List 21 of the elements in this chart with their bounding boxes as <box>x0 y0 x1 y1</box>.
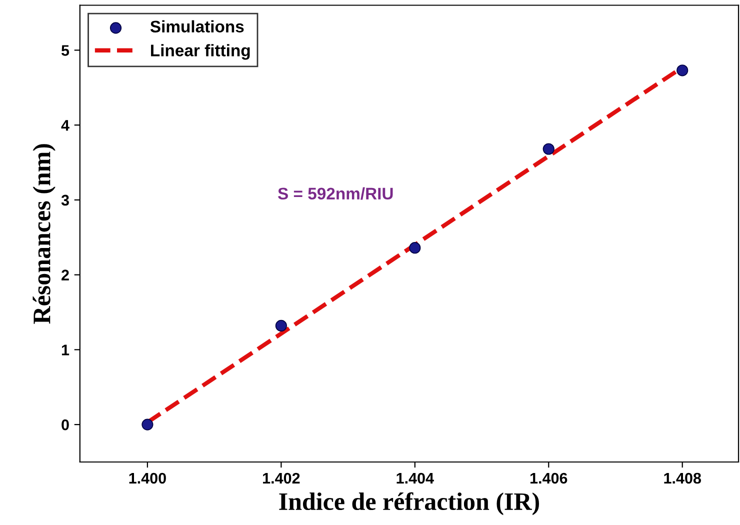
point <box>409 242 421 254</box>
legend-label: Linear fitting <box>151 44 250 60</box>
legend-label: Simulations <box>150 20 244 32</box>
x-axis-title: Indice de réfraction (IR) <box>279 492 539 516</box>
x-tick-label: 1.402 <box>263 472 300 484</box>
point <box>542 143 554 155</box>
x-tick-label: 1.400 <box>129 472 166 484</box>
y-tick-label: 4 <box>61 120 70 131</box>
point <box>275 320 287 332</box>
annotation: S = 592nm/RIU <box>278 187 393 200</box>
y-tick-label: 5 <box>61 45 70 56</box>
y-tick-label: 2 <box>62 270 69 280</box>
point <box>142 418 154 430</box>
y-axis-title: Résonances (nm) <box>32 144 56 324</box>
x-tick-label: 1.408 <box>664 472 702 484</box>
y-tick-label: 3 <box>61 194 69 206</box>
x-tick-label: 1.404 <box>396 472 434 484</box>
y-tick-label: 1 <box>62 344 70 356</box>
point <box>676 64 688 76</box>
y-tick-label: 0 <box>62 419 69 430</box>
x-tick-label: 1.406 <box>530 472 568 484</box>
